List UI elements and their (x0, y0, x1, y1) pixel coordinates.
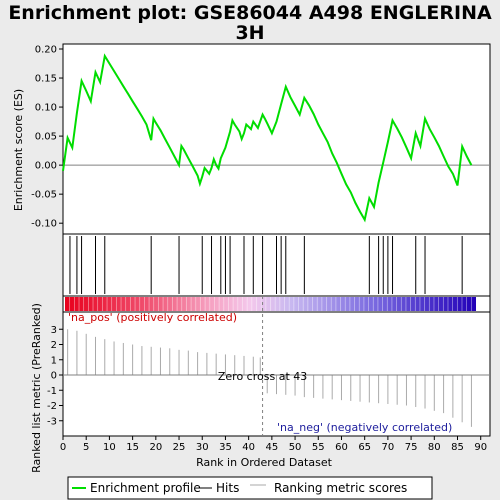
chart-title-line-1: Enrichment plot: GSE86044 A498 ENGLERINA (8, 2, 492, 24)
legend-box (67, 476, 433, 500)
x-tick-label: 65 (358, 442, 371, 453)
metric-tick-label: 0 (51, 371, 57, 382)
metric-tick-label: -2 (47, 401, 57, 412)
es-axis: 0.20 0.15 0.10 0.05 0.00 -0.05 -0.10 (31, 45, 63, 230)
metric-axis-label: Ranked list metric (PreRanked) (30, 303, 43, 473)
x-axis-label: Rank in Ordered Dataset (196, 456, 333, 469)
ranking-metric-bars (67, 329, 472, 427)
x-tick-label: 35 (219, 442, 232, 453)
metric-tick-label: 3 (51, 325, 57, 336)
es-tick-label: 0.05 (35, 132, 57, 143)
pos-correlated-label: 'na_pos' (positively correlated) (68, 311, 237, 324)
x-tick-label: 0 (60, 442, 66, 453)
x-tick-label: 75 (405, 442, 418, 453)
es-tick-label: 0.10 (35, 103, 57, 114)
neg-correlated-label: 'na_neg' (negatively correlated) (277, 421, 452, 434)
es-tick-label: 0.15 (35, 74, 57, 85)
chart-title-line-2: 3H (235, 22, 264, 44)
x-tick-label: 45 (265, 442, 278, 453)
legend-metric-label: Ranking metric scores (274, 481, 407, 495)
legend-hits-label: Hits (216, 481, 239, 495)
metric-tick-label: 2 (51, 340, 57, 351)
metric-tick-label: 1 (51, 355, 57, 366)
es-tick-label: -0.10 (31, 219, 57, 230)
x-tick-label: 80 (428, 442, 441, 453)
x-tick-label: 55 (312, 442, 325, 453)
hit-marks (69, 236, 463, 294)
zero-cross-label: Zero cross at 43 (218, 370, 307, 383)
legend-profile-label: Enrichment profile (90, 481, 201, 495)
x-tick-label: 70 (382, 442, 395, 453)
metric-panel (62, 311, 491, 437)
metric-tick-label: -1 (47, 386, 57, 397)
x-tick-label: 90 (474, 442, 487, 453)
rank-stripes (69, 297, 472, 311)
x-tick-label: 85 (451, 442, 464, 453)
metric-tick-label: -3 (47, 416, 57, 427)
es-panel (62, 43, 491, 235)
x-tick-label: 50 (289, 442, 302, 453)
es-tick-label: 0.20 (35, 45, 57, 56)
x-axis: 0 5 10 15 20 25 30 35 40 45 50 55 60 65 70 75 80 85 90 (60, 436, 487, 453)
x-tick-label: 25 (173, 442, 186, 453)
x-tick-label: 5 (83, 442, 89, 453)
x-tick-label: 20 (149, 442, 162, 453)
x-tick-label: 10 (103, 442, 116, 453)
x-tick-label: 30 (196, 442, 209, 453)
es-axis-label: Enrichment score (ES) (12, 89, 25, 211)
x-tick-label: 15 (126, 442, 139, 453)
x-tick-label: 60 (335, 442, 348, 453)
enrichment-profile-line (62, 53, 473, 223)
metric-axis: 3 2 1 0 -1 -2 -3 (47, 325, 63, 427)
x-tick-label: 40 (242, 442, 255, 453)
es-tick-label: -0.05 (31, 190, 57, 201)
es-tick-label: 0.00 (35, 161, 57, 172)
